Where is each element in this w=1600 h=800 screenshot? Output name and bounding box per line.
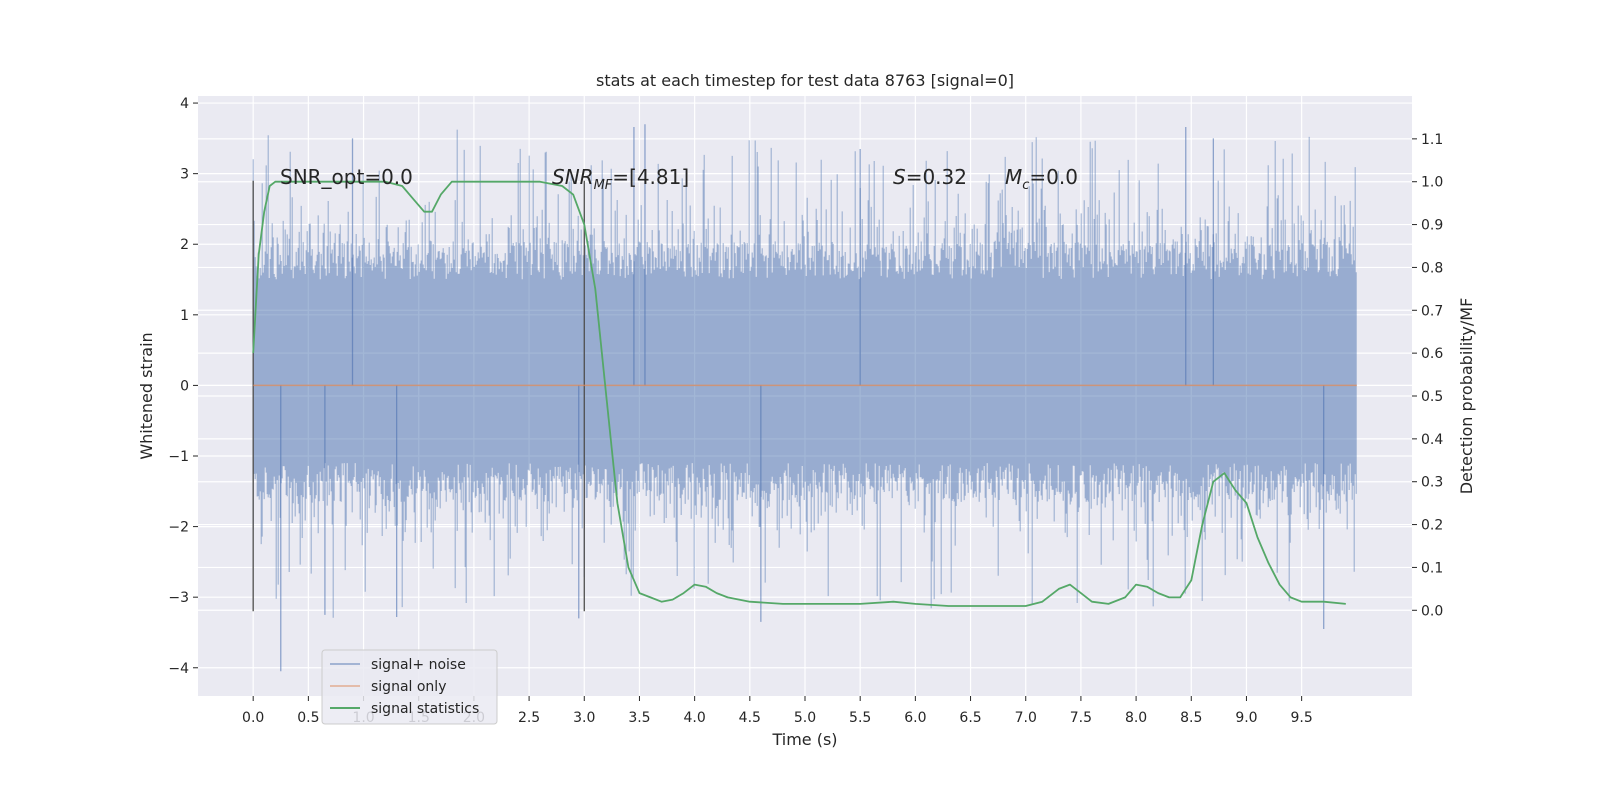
right-y-tick-label: 0.4: [1421, 432, 1443, 448]
legend-box: [321, 649, 498, 725]
right-y-tick-label: 0.0: [1421, 603, 1443, 619]
y-tick-label: 0: [180, 378, 189, 394]
x-tick-label: 5.0: [794, 710, 816, 726]
x-tick-label: 0.0: [242, 710, 264, 726]
legend-label-signal: signal only: [371, 679, 446, 695]
annotation-snr-mf: SNRMF=[4.81]: [552, 165, 689, 193]
right-y-tick-label: 1.1: [1421, 132, 1443, 148]
y-tick-label: −3: [168, 590, 189, 606]
x-tick-label: 8.0: [1125, 710, 1147, 726]
snr-mf-value: =[4.81]: [612, 165, 689, 189]
y-axis-ticks: 4 3 2 1 0 −1 −2 −3 −4: [168, 96, 198, 677]
y-axis-label: Whitened strain: [137, 332, 156, 459]
x-tick-label: 9.0: [1235, 710, 1257, 726]
x-tick-label: 9.5: [1291, 710, 1313, 726]
y-tick-label: 2: [180, 237, 189, 253]
right-y-tick-label: 1.0: [1421, 175, 1443, 191]
right-y-tick-label: 0.8: [1421, 260, 1443, 276]
x-tick-label: 6.5: [959, 710, 981, 726]
right-y-tick-label: 0.1: [1421, 560, 1443, 576]
x-tick-label: 5.5: [849, 710, 871, 726]
y-tick-label: −1: [168, 449, 189, 465]
mc-value: =0.0: [1029, 165, 1078, 189]
chart-title: stats at each timestep for test data 876…: [596, 71, 1014, 90]
right-y-axis-ticks: 1.1 1.0 0.9 0.8 0.7 0.6 0.5 0.4 0.3 0.2 0.1 0.0: [1412, 132, 1443, 619]
x-tick-label: 3.5: [628, 710, 650, 726]
mc-symbol: M: [1005, 165, 1022, 189]
mc-sub: c: [1022, 178, 1029, 193]
right-y-tick-label: 0.7: [1421, 303, 1443, 319]
annotation-s: S=0.32: [893, 165, 967, 189]
x-tick-label: 8.5: [1180, 710, 1202, 726]
y-tick-label: 3: [180, 167, 189, 183]
y-tick-label: −2: [168, 520, 189, 536]
vertical-markers: [252, 180, 585, 612]
legend-label-statistics: signal statistics: [371, 701, 479, 717]
x-tick-label: 0.5: [297, 710, 319, 726]
x-tick-label: 7.5: [1070, 710, 1092, 726]
x-axis-label: Time (s): [771, 730, 837, 749]
right-y-tick-label: 0.3: [1421, 475, 1443, 491]
right-y-tick-label: 0.9: [1421, 218, 1443, 234]
x-tick-label: 3.0: [573, 710, 595, 726]
right-y-tick-label: 0.5: [1421, 389, 1443, 405]
x-tick-label: 2.5: [518, 710, 540, 726]
x-tick-label: 4.0: [684, 710, 706, 726]
annotation-snr-opt: SNR_opt=0.0: [280, 165, 413, 189]
s-symbol: S: [893, 165, 906, 189]
x-tick-label: 4.5: [739, 710, 761, 726]
y-tick-label: −4: [168, 661, 189, 677]
legend: signal+ noise signal only signal statist…: [321, 649, 498, 725]
x-tick-label: 7.0: [1015, 710, 1037, 726]
noise-series: [252, 124, 1357, 672]
snr-mf-main: SNR: [552, 165, 594, 189]
annotation-mc: Mc=0.0: [1005, 165, 1078, 193]
s-value: =0.32: [906, 165, 967, 189]
snr-mf-sub: MF: [594, 178, 613, 193]
x-tick-label: 6.0: [904, 710, 926, 726]
signal-statistics-line: [252, 180, 1346, 607]
y-tick-label: 4: [180, 96, 189, 112]
legend-label-noise: signal+ noise: [371, 657, 466, 673]
right-y-tick-label: 0.2: [1421, 518, 1443, 534]
right-y-tick-label: 0.6: [1421, 346, 1443, 362]
right-y-axis-label: Detection probability/MF: [1457, 298, 1476, 495]
y-tick-label: 1: [180, 308, 189, 324]
signal-statistics-series: [252, 180, 1346, 607]
